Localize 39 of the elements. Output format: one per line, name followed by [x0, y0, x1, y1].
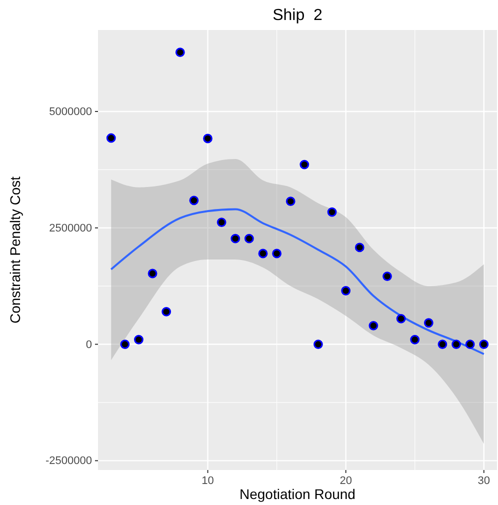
- point: [368, 320, 378, 330]
- point: [410, 334, 420, 344]
- x-axis-title: Negotiation Round: [240, 486, 356, 502]
- point: [300, 160, 310, 170]
- y-axis-title: Constraint Penalty Cost: [7, 176, 23, 324]
- point: [148, 268, 158, 278]
- point: [396, 314, 406, 324]
- point: [244, 234, 254, 244]
- point: [452, 340, 461, 349]
- point: [272, 248, 282, 258]
- x-tick-label: 30: [478, 475, 490, 487]
- line-series: [110, 208, 485, 356]
- chart-title: Ship 2: [272, 7, 323, 24]
- point: [382, 272, 392, 282]
- point: [424, 318, 434, 328]
- point: [230, 234, 240, 244]
- y-tick-label: 2500000: [49, 222, 92, 234]
- point: [216, 218, 226, 227]
- point: [162, 306, 172, 316]
- point: [286, 196, 296, 206]
- point: [314, 340, 323, 349]
- point: [175, 48, 185, 58]
- y-tick-label: 5000000: [49, 106, 92, 118]
- x-tick-label: 10: [202, 475, 214, 487]
- point: [465, 340, 475, 349]
- point: [327, 207, 337, 217]
- point: [120, 340, 130, 349]
- point: [189, 196, 199, 206]
- point: [106, 133, 116, 143]
- point: [341, 286, 351, 296]
- point: [134, 334, 144, 344]
- point: [438, 340, 448, 349]
- y-tick-label: 0: [86, 338, 92, 351]
- point: [479, 340, 489, 349]
- y-tick-label: -2500000: [46, 455, 92, 468]
- point: [258, 248, 268, 258]
- point: [354, 242, 364, 252]
- x-tick-label: 20: [340, 475, 352, 487]
- point: [203, 134, 212, 144]
